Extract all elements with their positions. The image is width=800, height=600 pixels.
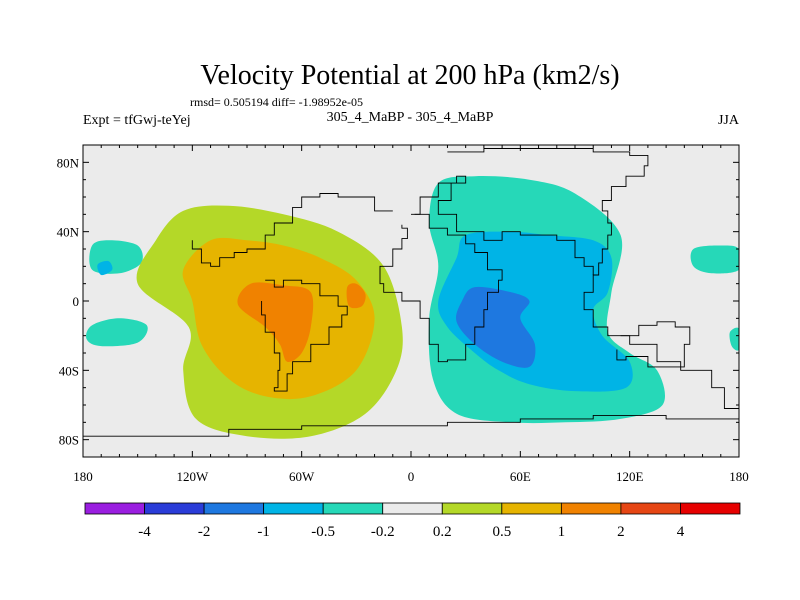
- coastline-5: [83, 414, 739, 437]
- x-tick-label-4: 60E: [510, 469, 531, 484]
- contour-region-2: [456, 286, 536, 368]
- colorbar-label-1: -2: [198, 524, 211, 540]
- coastline-3: [191, 193, 393, 267]
- contour-fields: [86, 176, 739, 439]
- colorbar-swatch-1: [144, 502, 205, 515]
- colorbar-label-7: 1: [558, 524, 566, 540]
- coastline-1: [411, 175, 594, 275]
- x-tick-label-3: 0: [408, 469, 415, 484]
- x-tick-label-2: 60W: [289, 469, 315, 484]
- coastline-6: [616, 321, 691, 368]
- colorbar-swatch-5: [382, 502, 443, 515]
- coastline-0: [447, 148, 739, 426]
- colorbar-swatch-8: [560, 502, 622, 515]
- chart-title: Velocity Potential at 200 hPa (km2/s): [200, 60, 619, 91]
- y-tick-label-2: 0: [73, 294, 80, 309]
- y-axis: 80N 40N 0 40S 80S: [57, 155, 739, 448]
- x-tick-label-5: 120E: [616, 469, 644, 484]
- x-tick-label-1: 120W: [176, 469, 209, 484]
- experiment-label: Expt = tfGwj-teYej: [83, 113, 191, 128]
- colorbar-swatch-3: [263, 502, 324, 515]
- coastline-4: [261, 279, 348, 392]
- contour-region-5: [86, 318, 148, 347]
- case-label: 305_4_MaBP - 305_4_MaBP: [327, 110, 494, 125]
- colorbar-label-3: -0.5: [311, 524, 335, 540]
- stats-label: rmsd= 0.505194 diff= -1.98952e-05: [190, 95, 363, 109]
- contour-region-4: [97, 260, 113, 276]
- contour-region-7: [729, 327, 739, 351]
- colorbar-swatch-0: [84, 502, 145, 515]
- x-axis: 180 120W 60W 0 60E 120E 180: [73, 145, 749, 484]
- contour-region-11: [346, 283, 366, 309]
- y-tick-label-1: 40N: [57, 225, 80, 240]
- x-tick-label-6: 180: [729, 469, 749, 484]
- colorbar: -4 -2 -1 -0.5 -0.2 0.2 0.5 1 2 4: [84, 502, 741, 540]
- y-tick-label-0: 80N: [57, 155, 80, 170]
- colorbar-swatch-10: [680, 502, 741, 515]
- colorbar-swatch-6: [441, 502, 503, 515]
- y-tick-label-4: 80S: [59, 433, 79, 448]
- season-label: JJA: [718, 113, 740, 128]
- colorbar-label-5: 0.2: [433, 524, 452, 540]
- coastline-2: [379, 213, 503, 363]
- contour-region-6: [690, 245, 739, 274]
- colorbar-swatch-2: [203, 502, 265, 515]
- colorbar-label-4: -0.2: [371, 524, 395, 540]
- colorbar-label-2: -1: [257, 524, 270, 540]
- contour-region-10: [237, 282, 314, 362]
- coastlines: [83, 148, 739, 437]
- y-tick-label-3: 40S: [59, 363, 79, 378]
- colorbar-label-8: 2: [617, 524, 625, 540]
- colorbar-swatch-9: [620, 502, 681, 515]
- colorbar-label-9: 4: [677, 524, 685, 540]
- colorbar-swatch-4: [322, 502, 384, 515]
- x-tick-label-0: 180: [73, 469, 93, 484]
- colorbar-label-6: 0.5: [492, 524, 511, 540]
- colorbar-swatch-7: [501, 502, 562, 515]
- colorbar-label-0: -4: [138, 524, 151, 540]
